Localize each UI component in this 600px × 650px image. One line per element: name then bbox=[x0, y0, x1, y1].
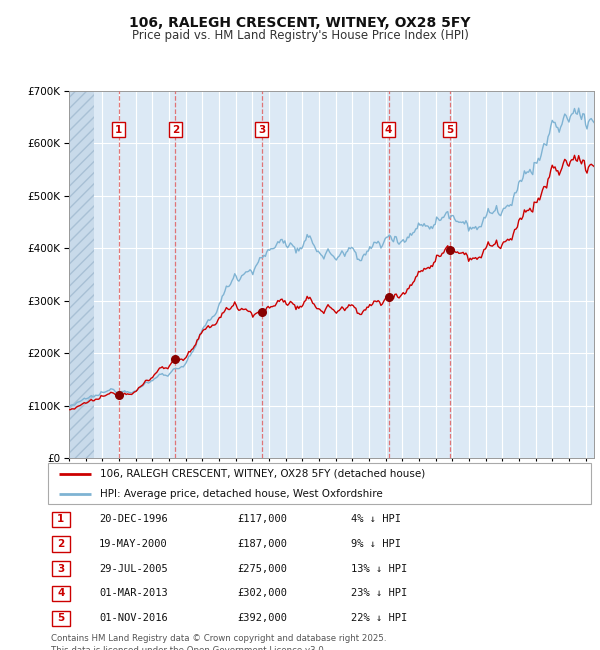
Text: 2: 2 bbox=[57, 539, 65, 549]
Text: 4: 4 bbox=[57, 588, 65, 599]
Text: HPI: Average price, detached house, West Oxfordshire: HPI: Average price, detached house, West… bbox=[100, 489, 382, 499]
Text: Price paid vs. HM Land Registry's House Price Index (HPI): Price paid vs. HM Land Registry's House … bbox=[131, 29, 469, 42]
Text: 01-MAR-2013: 01-MAR-2013 bbox=[99, 588, 168, 599]
Text: £187,000: £187,000 bbox=[237, 539, 287, 549]
Text: 13% ↓ HPI: 13% ↓ HPI bbox=[351, 564, 407, 574]
Text: 5: 5 bbox=[57, 613, 65, 623]
Text: 3: 3 bbox=[258, 125, 265, 135]
Text: 1: 1 bbox=[57, 514, 65, 525]
Text: 29-JUL-2005: 29-JUL-2005 bbox=[99, 564, 168, 574]
Text: 2: 2 bbox=[172, 125, 179, 135]
Text: 4% ↓ HPI: 4% ↓ HPI bbox=[351, 514, 401, 525]
Text: 5: 5 bbox=[446, 125, 453, 135]
Text: Contains HM Land Registry data © Crown copyright and database right 2025.
This d: Contains HM Land Registry data © Crown c… bbox=[51, 634, 386, 650]
Text: 1: 1 bbox=[115, 125, 122, 135]
Text: £275,000: £275,000 bbox=[237, 564, 287, 574]
Text: 106, RALEGH CRESCENT, WITNEY, OX28 5FY: 106, RALEGH CRESCENT, WITNEY, OX28 5FY bbox=[129, 16, 471, 31]
Text: 20-DEC-1996: 20-DEC-1996 bbox=[99, 514, 168, 525]
Text: 19-MAY-2000: 19-MAY-2000 bbox=[99, 539, 168, 549]
Bar bbox=[69, 91, 94, 458]
Text: £392,000: £392,000 bbox=[237, 613, 287, 623]
Text: 4: 4 bbox=[385, 125, 392, 135]
Text: £117,000: £117,000 bbox=[237, 514, 287, 525]
Text: 106, RALEGH CRESCENT, WITNEY, OX28 5FY (detached house): 106, RALEGH CRESCENT, WITNEY, OX28 5FY (… bbox=[100, 469, 425, 478]
Text: £302,000: £302,000 bbox=[237, 588, 287, 599]
Text: 22% ↓ HPI: 22% ↓ HPI bbox=[351, 613, 407, 623]
Text: 9% ↓ HPI: 9% ↓ HPI bbox=[351, 539, 401, 549]
Text: 01-NOV-2016: 01-NOV-2016 bbox=[99, 613, 168, 623]
Text: 3: 3 bbox=[57, 564, 65, 574]
Text: 23% ↓ HPI: 23% ↓ HPI bbox=[351, 588, 407, 599]
